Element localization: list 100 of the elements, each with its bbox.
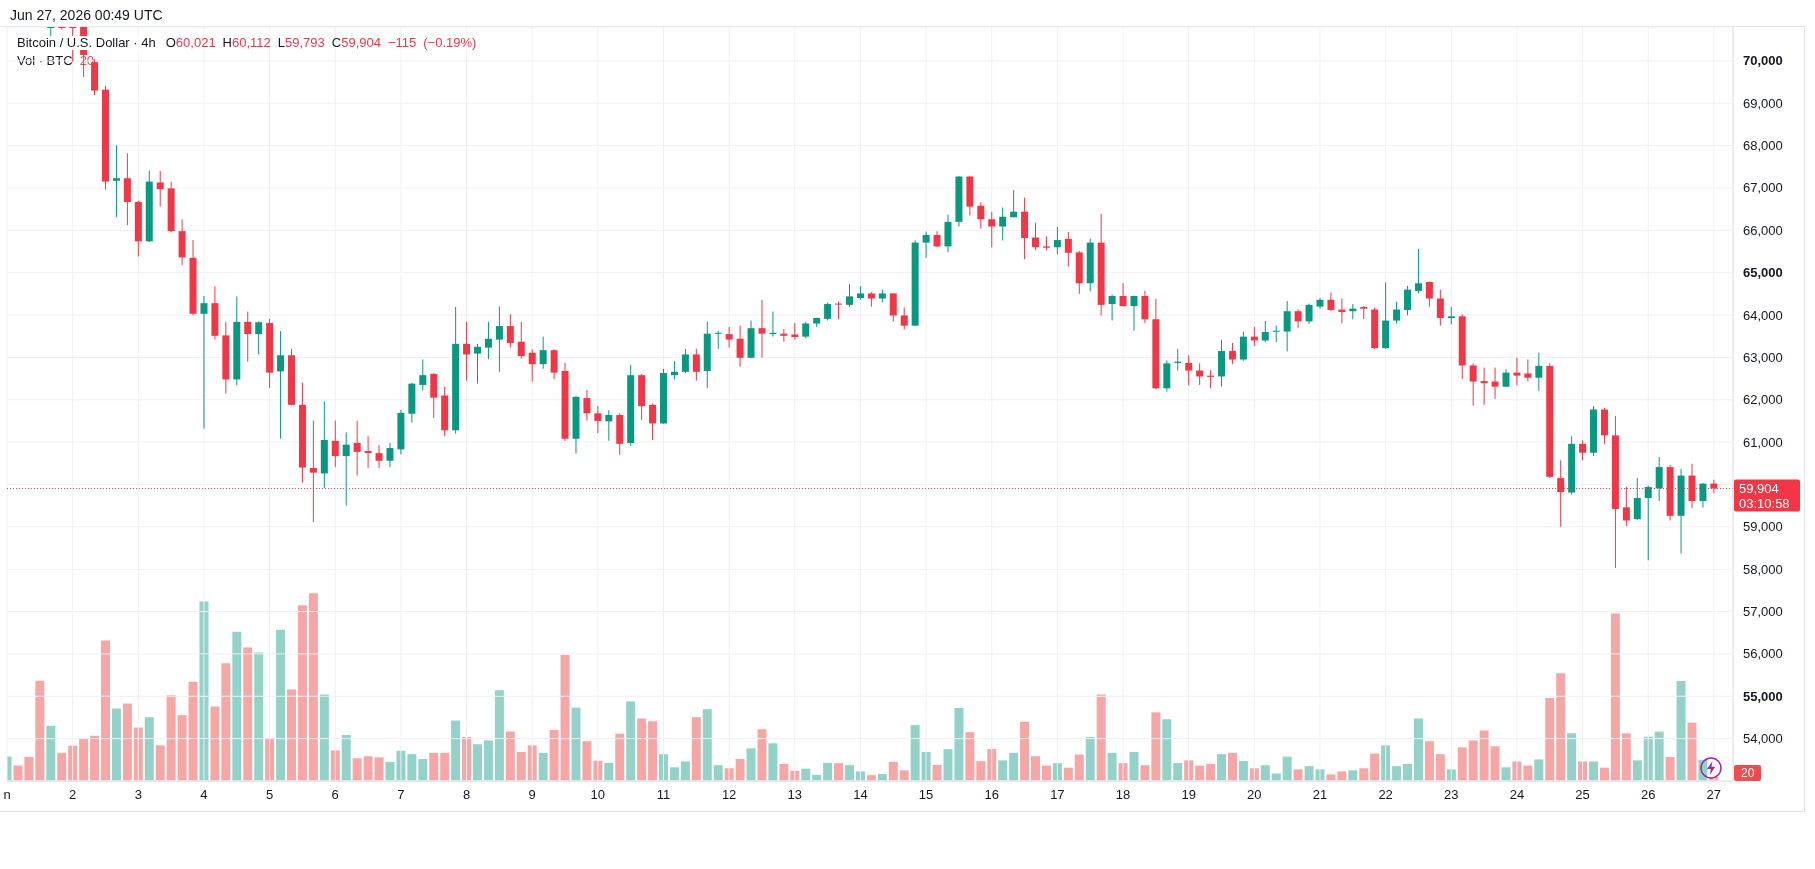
bar	[538, 752, 548, 781]
bar	[374, 757, 384, 781]
bar	[79, 738, 89, 781]
candlestick	[681, 348, 689, 374]
bar	[352, 758, 362, 781]
bar	[702, 709, 712, 781]
candlestick	[1327, 292, 1335, 312]
bar	[1337, 771, 1347, 781]
bar	[1217, 754, 1227, 781]
x-tick-label: 20	[1247, 787, 1262, 803]
bar	[363, 756, 373, 781]
bar	[845, 765, 855, 781]
bar	[505, 731, 515, 781]
bar	[1479, 730, 1489, 781]
bar	[899, 770, 909, 781]
y-tick-label: 56,000	[1743, 646, 1783, 662]
bar	[571, 707, 581, 781]
x-tick-label: 23	[1444, 787, 1459, 803]
bar	[954, 707, 964, 781]
bar	[1173, 763, 1183, 781]
bar	[122, 703, 132, 781]
x-tick-label: 2	[69, 787, 77, 803]
x-tick-label: 26	[1640, 787, 1656, 803]
bar	[155, 745, 165, 781]
candlestick	[1010, 189, 1018, 219]
bar	[35, 680, 45, 781]
bar	[779, 763, 789, 781]
bar	[1107, 752, 1117, 781]
candlestick	[1064, 231, 1072, 268]
y-tick-label: 65,000	[1743, 265, 1783, 281]
y-tick-label: 62,000	[1743, 392, 1783, 408]
bar	[287, 689, 296, 781]
bar	[680, 761, 690, 781]
bar	[90, 735, 100, 781]
candlestick	[550, 348, 558, 380]
x-tick-label: 7	[397, 787, 405, 803]
bar	[1534, 759, 1544, 781]
x-tick-label: 4	[200, 787, 208, 803]
candlestick	[255, 320, 263, 355]
x-tick-label: 11	[656, 787, 671, 803]
bar	[1326, 774, 1336, 781]
x-tick-label: 24	[1509, 787, 1525, 803]
bar	[1009, 752, 1019, 781]
candlestick	[1469, 362, 1477, 407]
candlestick	[1513, 357, 1521, 386]
bar	[473, 744, 483, 781]
candlestick	[1644, 484, 1652, 561]
bar	[221, 663, 231, 781]
candlestick	[824, 301, 832, 322]
bar	[834, 763, 844, 781]
bar	[1413, 718, 1423, 781]
bar	[1238, 761, 1248, 781]
candlestick	[835, 300, 843, 320]
candlestick	[1480, 367, 1488, 406]
y-tick-label: 68,000	[1743, 138, 1783, 154]
candlestick	[463, 321, 471, 382]
bar	[669, 767, 679, 781]
bar	[1260, 765, 1270, 781]
y-tick-label: 66,000	[1743, 222, 1783, 238]
bar	[1501, 767, 1511, 781]
bar	[1424, 741, 1434, 781]
y-tick-label: 54,000	[1743, 731, 1783, 747]
bar	[713, 765, 723, 781]
bar	[101, 640, 110, 781]
bar	[210, 706, 220, 781]
bar	[1348, 770, 1358, 781]
bar	[57, 752, 67, 781]
x-tick-label: 12	[721, 787, 737, 803]
bar	[1556, 673, 1566, 781]
candlestick	[123, 152, 131, 226]
bar	[1140, 765, 1150, 781]
bar	[1227, 752, 1237, 781]
bar	[111, 708, 121, 781]
candlestick	[1655, 456, 1663, 502]
candlestick	[1436, 289, 1444, 327]
candlestick	[583, 389, 591, 422]
bar	[976, 761, 986, 781]
bar	[494, 690, 504, 781]
bar	[46, 725, 56, 781]
bar	[308, 593, 318, 781]
bar	[1282, 756, 1292, 781]
bar	[582, 741, 592, 781]
candlestick	[495, 306, 503, 373]
x-tick-label: 10	[590, 787, 606, 803]
bar	[440, 752, 450, 781]
bar	[418, 759, 428, 781]
bar	[516, 751, 526, 781]
bar	[1687, 722, 1697, 781]
bar	[1271, 773, 1281, 781]
text: Bitcoin / U.S. Dollar · 4h	[17, 35, 156, 50]
candlestick	[1185, 354, 1193, 386]
y-tick-label: 69,000	[1743, 95, 1783, 111]
candlestick	[1261, 320, 1269, 343]
bar	[1610, 613, 1620, 781]
candlestick	[725, 326, 733, 349]
bar	[24, 756, 34, 781]
candlestick	[58, 27, 66, 31]
bar	[276, 629, 286, 781]
candlestick	[889, 292, 897, 322]
x-tick-label: 14	[853, 787, 868, 803]
